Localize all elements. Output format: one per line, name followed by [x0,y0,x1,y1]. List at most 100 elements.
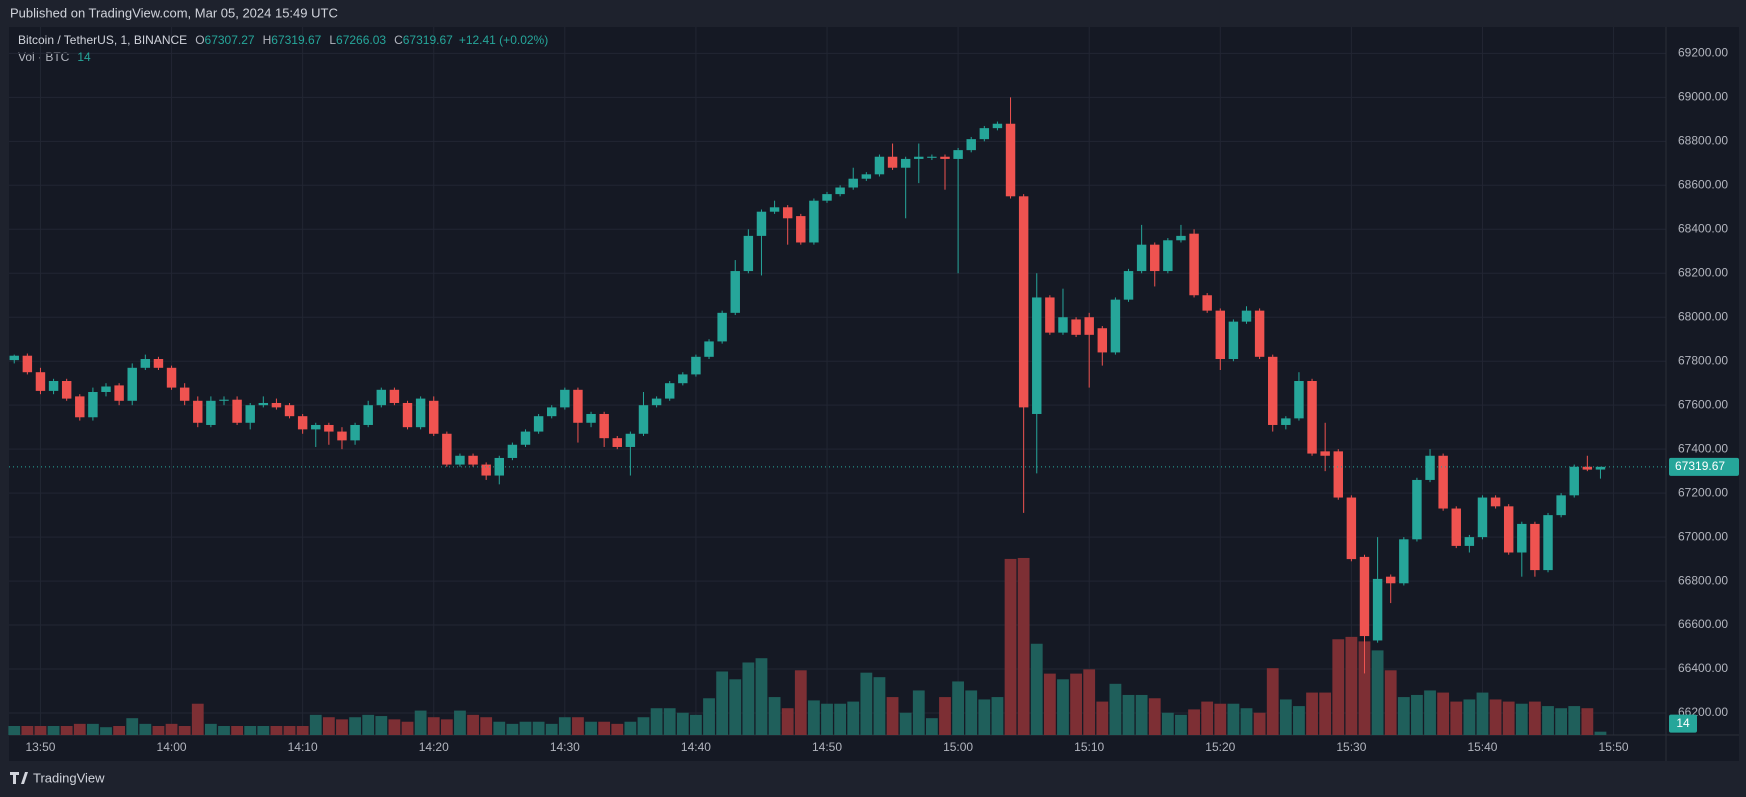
candle-body [88,391,98,418]
candle-body [953,150,963,159]
candle-body [179,387,190,401]
volume-bar [1175,714,1187,735]
candle-body [1202,295,1212,311]
volume-bar [47,725,60,735]
change: +12.41 (+0.02%) [459,33,548,47]
volume-legend: Vol · BTC [18,50,70,64]
y-tick-label: 68000.00 [1678,309,1728,323]
volume-bar [86,723,99,735]
volume-bar [454,710,466,735]
volume-bar [1161,712,1174,735]
volume-bar [8,725,21,735]
ohlc-value: 67307.27 [205,33,255,47]
volume-bar [34,725,47,735]
volume-bar [742,662,755,735]
candle-body [1438,455,1448,509]
candle-body [992,123,1003,129]
volume-bar [1083,669,1096,735]
y-tick-label: 66600.00 [1678,617,1728,631]
candle-body [651,398,662,406]
candle-body [979,128,990,140]
volume-bar [100,727,112,735]
candle-body [1412,479,1422,540]
volume-bar [650,708,663,735]
x-tick-label: 15:40 [1467,740,1497,754]
volume-bar [440,719,453,735]
volume-bar [1568,706,1581,735]
x-tick-label: 15:50 [1599,740,1629,754]
candle-body [324,424,334,432]
candle-body [1228,321,1239,360]
candle-body [1097,328,1108,353]
candle-body [1058,317,1068,333]
volume-bar [1306,692,1318,735]
candle-body [796,216,806,243]
y-tick-label: 66400.00 [1678,661,1728,675]
x-tick-label: 14:30 [550,740,580,754]
volume-bar [1279,699,1292,735]
volume-bar [1214,703,1227,735]
volume-bar [952,681,965,735]
candle-body [1477,497,1488,538]
candle-body [271,402,282,408]
volume-bar [1594,731,1607,735]
candle-body [560,389,570,408]
candle-body [389,389,400,403]
candle-body [1385,576,1396,584]
candle-body [586,413,596,423]
x-tick-label: 14:20 [419,740,449,754]
candle-body [874,156,885,175]
y-tick-label: 68400.00 [1678,221,1728,235]
volume-bar [532,721,545,735]
candle-body [284,405,295,417]
volume-bar [1397,697,1410,735]
volume-bar [1109,683,1122,735]
volume-bar [1424,690,1436,735]
candle-body [219,399,229,401]
candle-body [927,156,937,158]
y-tick-label: 68200.00 [1678,265,1728,279]
volume-bar [1122,694,1135,735]
volume-bar [1057,679,1069,735]
candle-body [1359,556,1370,637]
candle-body [455,455,465,465]
y-tick-label: 67400.00 [1678,441,1728,455]
candle-body [1150,244,1160,272]
candle-body [1307,381,1317,454]
volume-bar [611,723,624,735]
candle-body [350,424,360,441]
y-tick-label: 69200.00 [1678,46,1728,60]
candle-body [1254,310,1265,357]
volume-bar [1332,639,1345,735]
volume-bar [139,723,152,735]
candle-body [402,402,413,428]
volume-bar [1030,643,1043,735]
candle-body [782,207,793,219]
candle-body [429,400,439,434]
y-tick-label: 66800.00 [1678,573,1728,587]
x-tick-label: 15:30 [1336,740,1366,754]
volume-bar [1345,636,1358,735]
volume-bar [113,725,126,735]
volume-bar [506,723,519,735]
volume-bar [1017,557,1030,735]
candle-body [940,156,950,159]
last-price-label: 67319.67 [1675,459,1725,473]
volume-bar [624,721,637,735]
volume-bar [978,699,991,735]
volume-bar [296,725,309,735]
candle-body [1189,233,1199,296]
volume-bar [218,725,230,735]
candle-body [258,402,269,406]
volume-bar [73,723,86,735]
candle-body [1399,539,1409,584]
volume-bar [729,679,742,735]
volume-bar [558,717,571,735]
ohlc-value: 67319.67 [403,33,453,47]
volume-bar [1542,706,1554,735]
volume-bar [178,725,191,735]
candle-body [1333,451,1343,498]
candle-body [1464,537,1475,546]
candle-body [678,374,688,384]
volume-bar [1384,670,1397,735]
